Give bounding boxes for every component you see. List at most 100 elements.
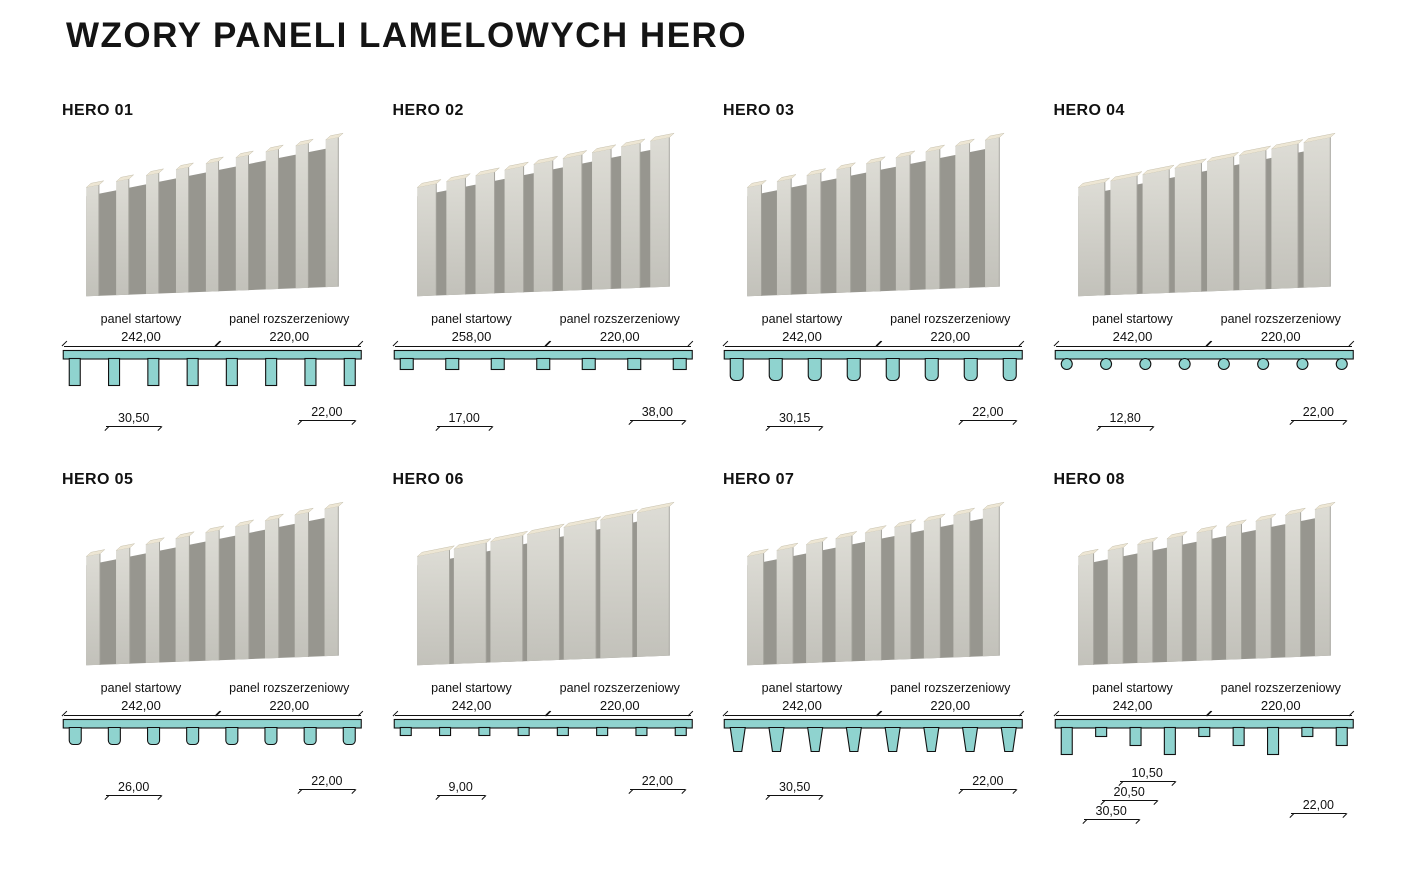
dimension-line — [217, 715, 361, 717]
slat-depth-dimensions: 10,50 20,50 30,50 — [1083, 766, 1175, 821]
slat-depth-value: 9,00 — [436, 780, 485, 797]
cross-section-profile — [723, 718, 1024, 764]
extension-panel-dimension: panel rozszerzeniowy 220,00 — [878, 312, 1022, 348]
cross-section-profile — [723, 349, 1024, 395]
slat-width-value: 22,00 — [1290, 798, 1346, 815]
slat-depth-dimensions: 9,00 — [423, 780, 485, 797]
extension-panel-label: panel rozszerzeniowy — [559, 312, 680, 326]
extension-panel-label: panel rozszerzeniowy — [1220, 681, 1341, 696]
panel-card-hero-07: HERO 07 panel startowy 242,00 panel rozs… — [723, 471, 1024, 820]
extension-panel-label: panel rozszerzeniowy — [1220, 312, 1341, 326]
extension-panel-value: 220,00 — [269, 329, 310, 344]
extension-panel-dimension: panel rozszerzeniowy 220,00 — [548, 312, 691, 348]
dimension-line — [1055, 715, 1210, 717]
start-panel-value: 258,00 — [451, 329, 492, 344]
slat-depth-value: 30,50 — [767, 780, 823, 797]
dimension-line — [1055, 346, 1210, 348]
bottom-dimensions: 30,50 22,00 — [723, 764, 1024, 797]
extension-panel-label: panel rozszerzeniowy — [229, 681, 350, 696]
top-dimensions: panel startowy 242,00 panel rozszerzenio… — [1055, 681, 1352, 717]
panels-grid: HERO 01 panel startowy 242,00 panel rozs… — [0, 102, 1416, 821]
extension-panel-label: panel rozszerzeniowy — [890, 312, 1011, 326]
start-panel-value: 242,00 — [782, 329, 822, 344]
panel-title: HERO 04 — [1053, 102, 1125, 119]
panel-3d-illustration — [723, 126, 1024, 304]
extension-panel-label: panel rozszerzeniowy — [229, 312, 350, 326]
bottom-dimensions: 10,50 20,50 30,50 22,00 — [1054, 764, 1355, 821]
top-dimensions: panel startowy 242,00 panel rozszerzenio… — [725, 312, 1022, 348]
dimension-line — [878, 715, 1022, 717]
bottom-dimensions: 30,50 22,00 — [62, 395, 363, 428]
extension-panel-dimension: panel rozszerzeniowy 220,00 — [217, 312, 361, 348]
dimension-line — [725, 715, 879, 717]
dimension-line — [64, 346, 218, 348]
slat-depth-value: 12,80 — [1097, 411, 1153, 428]
slat-depth-value-2: 20,50 — [1101, 785, 1157, 802]
extension-panel-label: panel rozszerzeniowy — [559, 681, 680, 696]
slat-depth-dimensions: 12,80 — [1084, 411, 1153, 428]
slat-depth-value: 30,15 — [767, 411, 823, 428]
dimension-line — [878, 346, 1022, 348]
panel-title: HERO 06 — [392, 471, 464, 489]
start-panel-dimension: panel startowy 242,00 — [394, 681, 549, 717]
extension-panel-value: 220,00 — [930, 329, 971, 344]
extension-panel-dimension: panel rozszerzeniowy 220,00 — [1209, 681, 1352, 717]
panel-3d-illustration — [393, 126, 694, 304]
start-panel-value: 242,00 — [1112, 329, 1153, 344]
top-dimensions: panel startowy 258,00 panel rozszerzenio… — [394, 312, 691, 348]
top-dimensions: panel startowy 242,00 panel rozszerzenio… — [725, 681, 1022, 717]
slat-depth-dimensions: 30,15 — [753, 411, 823, 428]
panel-3d-illustration — [62, 495, 363, 673]
panel-3d-illustration — [1054, 495, 1355, 673]
top-dimensions: panel startowy 242,00 panel rozszerzenio… — [394, 681, 691, 717]
panel-card-hero-04: HERO 04 panel startowy 242,00 panel rozs… — [1053, 102, 1355, 428]
dimension-line — [217, 346, 361, 348]
bottom-dimensions: 30,15 22,00 — [723, 395, 1024, 428]
start-panel-value: 242,00 — [1112, 698, 1153, 714]
slat-depth-value-3: 30,50 — [1083, 804, 1139, 821]
slat-width-value: 22,00 — [1290, 405, 1346, 422]
panel-title: HERO 02 — [392, 102, 464, 119]
extension-panel-dimension: panel rozszerzeniowy 220,00 — [1209, 312, 1352, 348]
start-panel-label: panel startowy — [100, 681, 182, 696]
cross-section-profile — [1054, 349, 1355, 395]
dimension-line — [725, 346, 879, 348]
bottom-dimensions: 17,00 38,00 — [393, 395, 694, 428]
bottom-dimensions: 26,00 22,00 — [62, 764, 363, 797]
dimension-line — [394, 715, 549, 717]
slat-depth-value-1: 10,50 — [1119, 766, 1175, 783]
panel-3d-illustration — [62, 126, 363, 304]
panel-title: HERO 05 — [62, 471, 134, 489]
panel-card-hero-08: HERO 08 panel startowy 242,00 panel rozs… — [1054, 471, 1355, 821]
slat-depth-dimensions: 30,50 — [753, 780, 823, 797]
cross-section-profile — [62, 349, 363, 395]
panel-title: HERO 03 — [723, 102, 795, 119]
dimension-line — [1209, 715, 1352, 717]
slat-depth-dimensions: 30,50 — [92, 411, 162, 428]
panel-3d-illustration — [723, 495, 1024, 673]
cross-section-profile — [393, 349, 694, 395]
start-panel-dimension: panel startowy 242,00 — [1055, 681, 1210, 717]
panel-title: HERO 07 — [723, 471, 795, 489]
slat-width-value: 22,00 — [960, 774, 1016, 791]
start-panel-dimension: panel startowy 242,00 — [64, 312, 218, 348]
page-title: WZORY PANELI LAMELOWYCH HERO — [66, 16, 748, 55]
extension-panel-value: 220,00 — [599, 698, 640, 714]
panel-title: HERO 01 — [62, 102, 134, 119]
start-panel-value: 242,00 — [121, 329, 161, 344]
slat-depth-value: 17,00 — [436, 411, 492, 428]
panel-card-hero-02: HERO 02 panel startowy 258,00 panel rozs… — [392, 102, 694, 428]
start-panel-label: panel startowy — [1092, 681, 1173, 696]
bottom-dimensions: 9,00 22,00 — [393, 764, 694, 797]
start-panel-dimension: panel startowy 242,00 — [1055, 312, 1210, 348]
extension-panel-value: 220,00 — [1260, 329, 1301, 344]
slat-depth-dimensions: 26,00 — [92, 780, 162, 797]
extension-panel-dimension: panel rozszerzeniowy 220,00 — [217, 681, 361, 717]
start-panel-label: panel startowy — [761, 681, 843, 696]
start-panel-dimension: panel startowy 242,00 — [64, 681, 218, 717]
start-panel-dimension: panel startowy 242,00 — [725, 681, 879, 717]
cross-section-profile — [393, 718, 694, 764]
start-panel-value: 242,00 — [451, 698, 492, 714]
slat-depth-value: 30,50 — [106, 411, 162, 428]
